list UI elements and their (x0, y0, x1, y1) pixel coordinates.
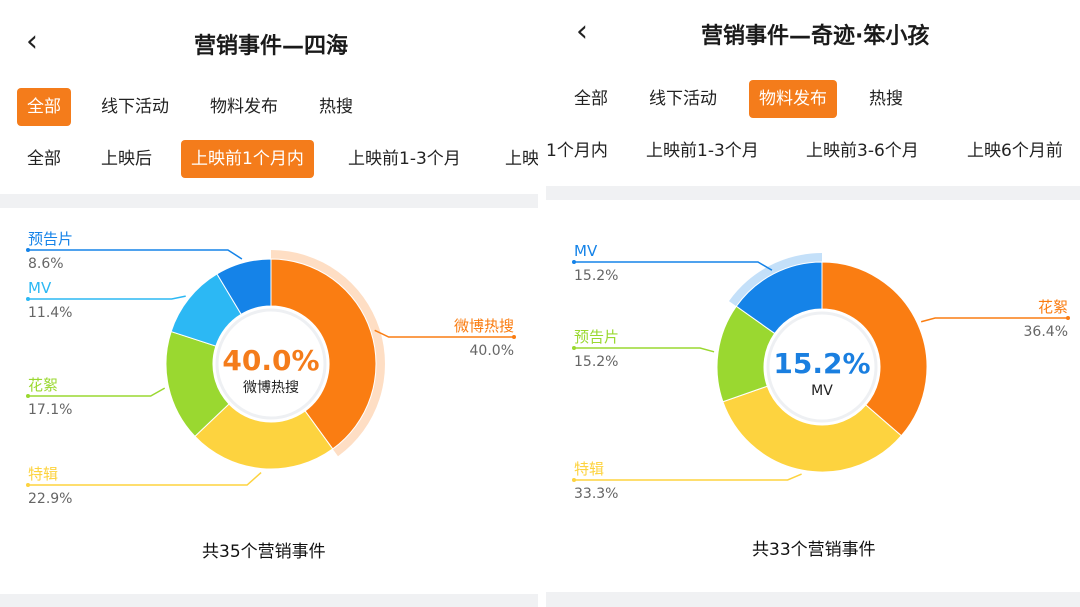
section-divider (546, 186, 1080, 200)
slice-halo (271, 250, 385, 457)
tab-period-1-month[interactable]: 上映前1个月内 (181, 140, 314, 178)
tab-category-hot-search[interactable]: 热搜 (869, 89, 903, 109)
page-title: 营销事件—四海 (194, 34, 349, 59)
donut-inner-ring (215, 308, 327, 420)
leader-line (28, 471, 262, 486)
slice-percent: 36.4% (1024, 324, 1068, 340)
slice-percent: 11.4% (28, 305, 72, 321)
slice-label: 花絮 (28, 376, 58, 394)
leader-dot (26, 394, 30, 398)
slice-label: MV (28, 279, 52, 297)
donut-chart: 花絮 36.4% 特辑 33.3% 预告片 15.2% MV 15.2% 15.2% MV (572, 242, 1070, 502)
tab-category-offline[interactable]: 线下活动 (649, 89, 717, 109)
total-events: 共35个营销事件 (202, 542, 326, 562)
leader-dot (26, 297, 30, 301)
slice-percent: 33.3% (574, 486, 618, 502)
slice-percent: 22.9% (28, 491, 72, 507)
leader-dot (572, 478, 576, 482)
slice-label: 预告片 (574, 328, 619, 346)
panel-sihai: ‹ 营销事件—四海 全部 线下活动 物料发布 热搜 全部 上映后 上映前1个月内… (0, 0, 538, 607)
slice-label: 预告片 (28, 230, 73, 248)
tab-category-hot-search[interactable]: 热搜 (319, 97, 353, 117)
panel-separator (538, 0, 546, 607)
donut-slice[interactable] (216, 258, 272, 315)
leader-line (574, 261, 773, 271)
tab-period-6-months-before[interactable]: 上映6个月前 (967, 141, 1063, 161)
leader-line (28, 387, 166, 397)
section-divider (0, 194, 538, 208)
slice-halo (729, 253, 822, 307)
slice-percent: 8.6% (28, 256, 64, 272)
center-value: 40.0% (222, 344, 319, 377)
leader-line (28, 249, 243, 260)
leader-dot (512, 335, 516, 339)
leader-dot (26, 483, 30, 487)
tab-category-all[interactable]: 全部 (574, 89, 608, 109)
tab-period-more[interactable]: 上映 (505, 149, 538, 169)
tab-category-offline[interactable]: 线下活动 (101, 97, 169, 117)
tab-category-material[interactable]: 物料发布 (210, 97, 278, 117)
leader-dot (572, 346, 576, 350)
tab-period-1-3-months[interactable]: 上映前1-3个月 (646, 141, 759, 161)
leader-dot (572, 260, 576, 264)
tab-period-after-release[interactable]: 上映后 (101, 149, 152, 169)
slice-percent: 17.1% (28, 402, 72, 418)
tab-period-1-month[interactable]: 1个月内 (546, 141, 608, 161)
donut-hole (213, 306, 329, 422)
donut-inner-ring (766, 311, 878, 423)
slice-percent: 40.0% (470, 343, 514, 359)
leader-line (920, 317, 1068, 323)
tab-period-all[interactable]: 全部 (27, 149, 61, 169)
slice-label: 微博热搜 (454, 317, 514, 335)
leader-dot (26, 248, 30, 252)
slice-label: 特辑 (28, 465, 58, 483)
leader-line (574, 473, 802, 481)
page-title: 营销事件—奇迹·笨小孩 (701, 24, 930, 49)
center-value: 15.2% (773, 347, 870, 380)
leader-dot (1066, 316, 1070, 320)
tab-category-material[interactable]: 物料发布 (749, 80, 837, 118)
slice-label: 特辑 (574, 460, 604, 478)
leader-line (374, 329, 514, 338)
panel-miracle: ‹ 营销事件—奇迹·笨小孩 全部 线下活动 物料发布 热搜 1个月内 上映前1-… (546, 0, 1080, 607)
chevron-left-icon[interactable]: ‹ (576, 14, 588, 49)
center-label: MV (811, 383, 833, 399)
slice-percent: 15.2% (574, 354, 618, 370)
donut-chart: 微博热搜 40.0% 特辑 22.9% 花絮 17.1% MV 11.4% 预告片 8.6% 40.… (26, 230, 516, 507)
slice-label: MV (574, 242, 598, 260)
donut-hole (764, 309, 880, 425)
chevron-left-icon[interactable]: ‹ (26, 24, 38, 59)
tab-category-all[interactable]: 全部 (17, 88, 71, 126)
tab-period-3-6-months[interactable]: 上映前3-6个月 (806, 141, 919, 161)
section-divider-bottom (546, 592, 1080, 607)
center-label: 微博热搜 (243, 379, 299, 396)
slice-label: 花絮 (1038, 298, 1068, 316)
donut-slice[interactable] (270, 258, 377, 450)
tab-period-1-3-months[interactable]: 上映前1-3个月 (348, 149, 461, 169)
leader-line (28, 295, 186, 300)
section-divider-bottom (0, 594, 538, 607)
slice-percent: 15.2% (574, 268, 618, 284)
leader-line (574, 347, 715, 353)
total-events: 共33个营销事件 (752, 540, 876, 560)
